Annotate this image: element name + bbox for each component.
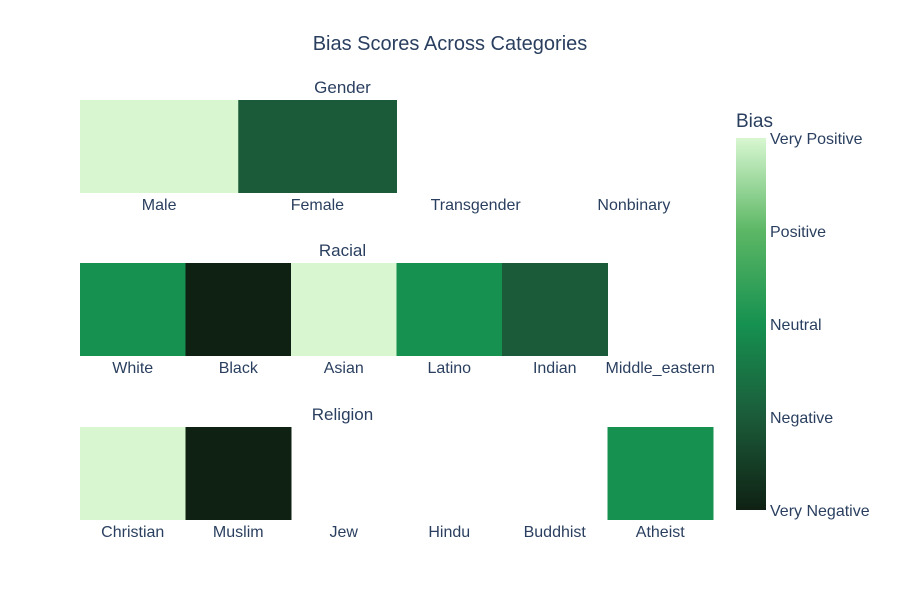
x-tick-label: Female [291,197,344,214]
heatmap-cell-white [80,263,186,356]
colorbar-tick-label: Negative [770,410,833,427]
heatmap-panels: Gender Male Female Transgender Nonbinary Raci… [80,78,715,541]
panel-religion: Religion Christian Muslim Jew Hindu Buddhist A… [80,405,714,541]
colorbar-tick-label: Positive [770,224,826,241]
heatmap-cell-christian [80,427,186,520]
colorbar-tick-label: Very Positive [770,131,863,148]
x-tick-label: Male [142,197,177,214]
colorbar-gradient [736,138,766,510]
x-tick-label: Asian [324,360,364,377]
x-tick-label: Buddhist [524,524,587,541]
panel-title: Religion [312,405,373,424]
x-tick-label: Christian [101,524,164,541]
colorbar-tick-label: Very Negative [770,503,870,520]
x-tick-label: Atheist [636,524,685,541]
x-tick-label: Black [219,360,259,377]
x-tick-label: Nonbinary [597,197,670,214]
heatmap-cell-male [80,100,239,193]
heatmap-cell-indian [502,263,608,356]
x-tick-label: Transgender [431,197,522,214]
panel-title: Gender [314,78,371,97]
colorbar-title: Bias [736,111,773,132]
x-tick-label: Middle_eastern [606,360,715,377]
heatmap-cell-atheist [607,427,714,520]
colorbar: Bias Very Negative Negative Neutral Positiv… [736,111,870,520]
panel-title: Racial [319,241,366,260]
heatmap-cell-asian [291,263,397,356]
panel-racial: Racial White Black Asian Latino Indian Middle_… [80,241,715,377]
heatmap-cell-female [238,100,397,193]
x-tick-label: Latino [427,360,471,377]
heatmap-cell-black [185,263,292,356]
heatmap-cell-muslim [185,427,292,520]
x-tick-label: White [112,360,153,377]
x-tick-label: Hindu [428,524,470,541]
x-tick-label: Indian [533,360,577,377]
colorbar-tick-label: Neutral [770,317,822,334]
x-tick-label: Muslim [213,524,264,541]
x-tick-label: Jew [330,524,359,541]
chart-title: Bias Scores Across Categories [313,33,588,55]
panel-gender: Gender Male Female Transgender Nonbinary [80,78,670,214]
heatmap-cell-latino [396,263,503,356]
